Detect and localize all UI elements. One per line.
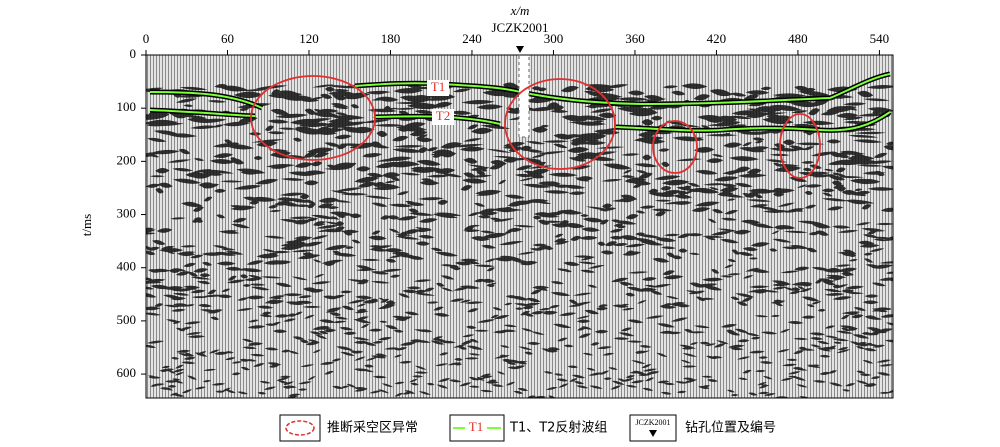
ticks: 0 60 120 180 240 300 360 420 480 540 0 100 200 300 400… [117, 31, 890, 380]
x-tick-label: 180 [381, 31, 401, 46]
horizon-label: T2 [436, 108, 450, 123]
x-tick-label: 420 [707, 31, 727, 46]
y-tick-label: 300 [117, 206, 137, 221]
x-tick-label: 0 [143, 31, 150, 46]
legend-text: T1、T2反射波组 [509, 420, 607, 436]
legend-symbol-text: JCZK2001 [635, 418, 670, 427]
label-bg [427, 80, 449, 96]
anomaly [779, 113, 821, 179]
horizon-label: T1 [431, 79, 445, 94]
y-tick-label: 400 [117, 259, 137, 274]
anomaly [504, 78, 616, 170]
label-bg [465, 420, 487, 436]
x-tick-label: 240 [462, 31, 482, 46]
y-tick-label: 100 [117, 99, 137, 114]
y-tick-label: 500 [117, 312, 137, 327]
borehole-marker [516, 46, 524, 53]
x-tick-label: 360 [625, 31, 645, 46]
x-tick-label: 480 [788, 31, 808, 46]
x-tick-label: 60 [221, 31, 234, 46]
x-tick-label: 540 [870, 31, 890, 46]
borehole-label: JCZK2001 [491, 20, 548, 35]
legend-symbol-text: T1 [469, 419, 483, 434]
y-axis-label: t/ms [79, 214, 94, 236]
legend-text: 推断采空区异常 [327, 421, 418, 436]
y-tick-label: 0 [130, 46, 137, 61]
legend: 推断采空区异常 T1 T1、T2反射波组 JCZK2001 钻孔位置及编号 [279, 414, 776, 442]
legend-text: 钻孔位置及编号 [685, 421, 776, 436]
y-tick-label: 600 [117, 365, 137, 380]
anomaly [250, 75, 376, 161]
anomalies [250, 75, 821, 179]
anomaly [652, 120, 698, 174]
y-tick-label: 200 [117, 152, 137, 167]
label-bg [432, 109, 454, 125]
x-tick-label: 120 [299, 31, 319, 46]
x-axis-label: x/m [510, 3, 530, 18]
legend-borehole-marker [649, 430, 657, 437]
x-tick-label: 300 [544, 31, 564, 46]
plot-frame [145, 54, 894, 399]
legend-anomaly-symbol [285, 420, 315, 436]
borehole-column [518, 54, 530, 138]
